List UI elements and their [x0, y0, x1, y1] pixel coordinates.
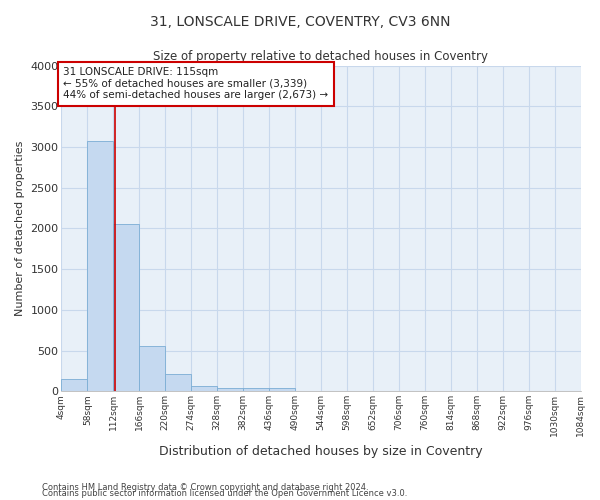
Bar: [139, 346, 165, 392]
Bar: [61, 379, 88, 392]
Bar: [243, 388, 269, 392]
Bar: [165, 374, 191, 392]
Title: Size of property relative to detached houses in Coventry: Size of property relative to detached ho…: [154, 50, 488, 63]
Text: 31 LONSCALE DRIVE: 115sqm
← 55% of detached houses are smaller (3,339)
44% of se: 31 LONSCALE DRIVE: 115sqm ← 55% of detac…: [64, 67, 329, 100]
Bar: [88, 142, 113, 392]
Text: Contains public sector information licensed under the Open Government Licence v3: Contains public sector information licen…: [42, 490, 407, 498]
Bar: [269, 388, 295, 392]
Bar: [191, 386, 217, 392]
X-axis label: Distribution of detached houses by size in Coventry: Distribution of detached houses by size …: [159, 444, 483, 458]
Bar: [217, 388, 243, 392]
Bar: [113, 224, 139, 392]
Y-axis label: Number of detached properties: Number of detached properties: [15, 140, 25, 316]
Text: 31, LONSCALE DRIVE, COVENTRY, CV3 6NN: 31, LONSCALE DRIVE, COVENTRY, CV3 6NN: [150, 15, 450, 29]
Text: Contains HM Land Registry data © Crown copyright and database right 2024.: Contains HM Land Registry data © Crown c…: [42, 484, 368, 492]
